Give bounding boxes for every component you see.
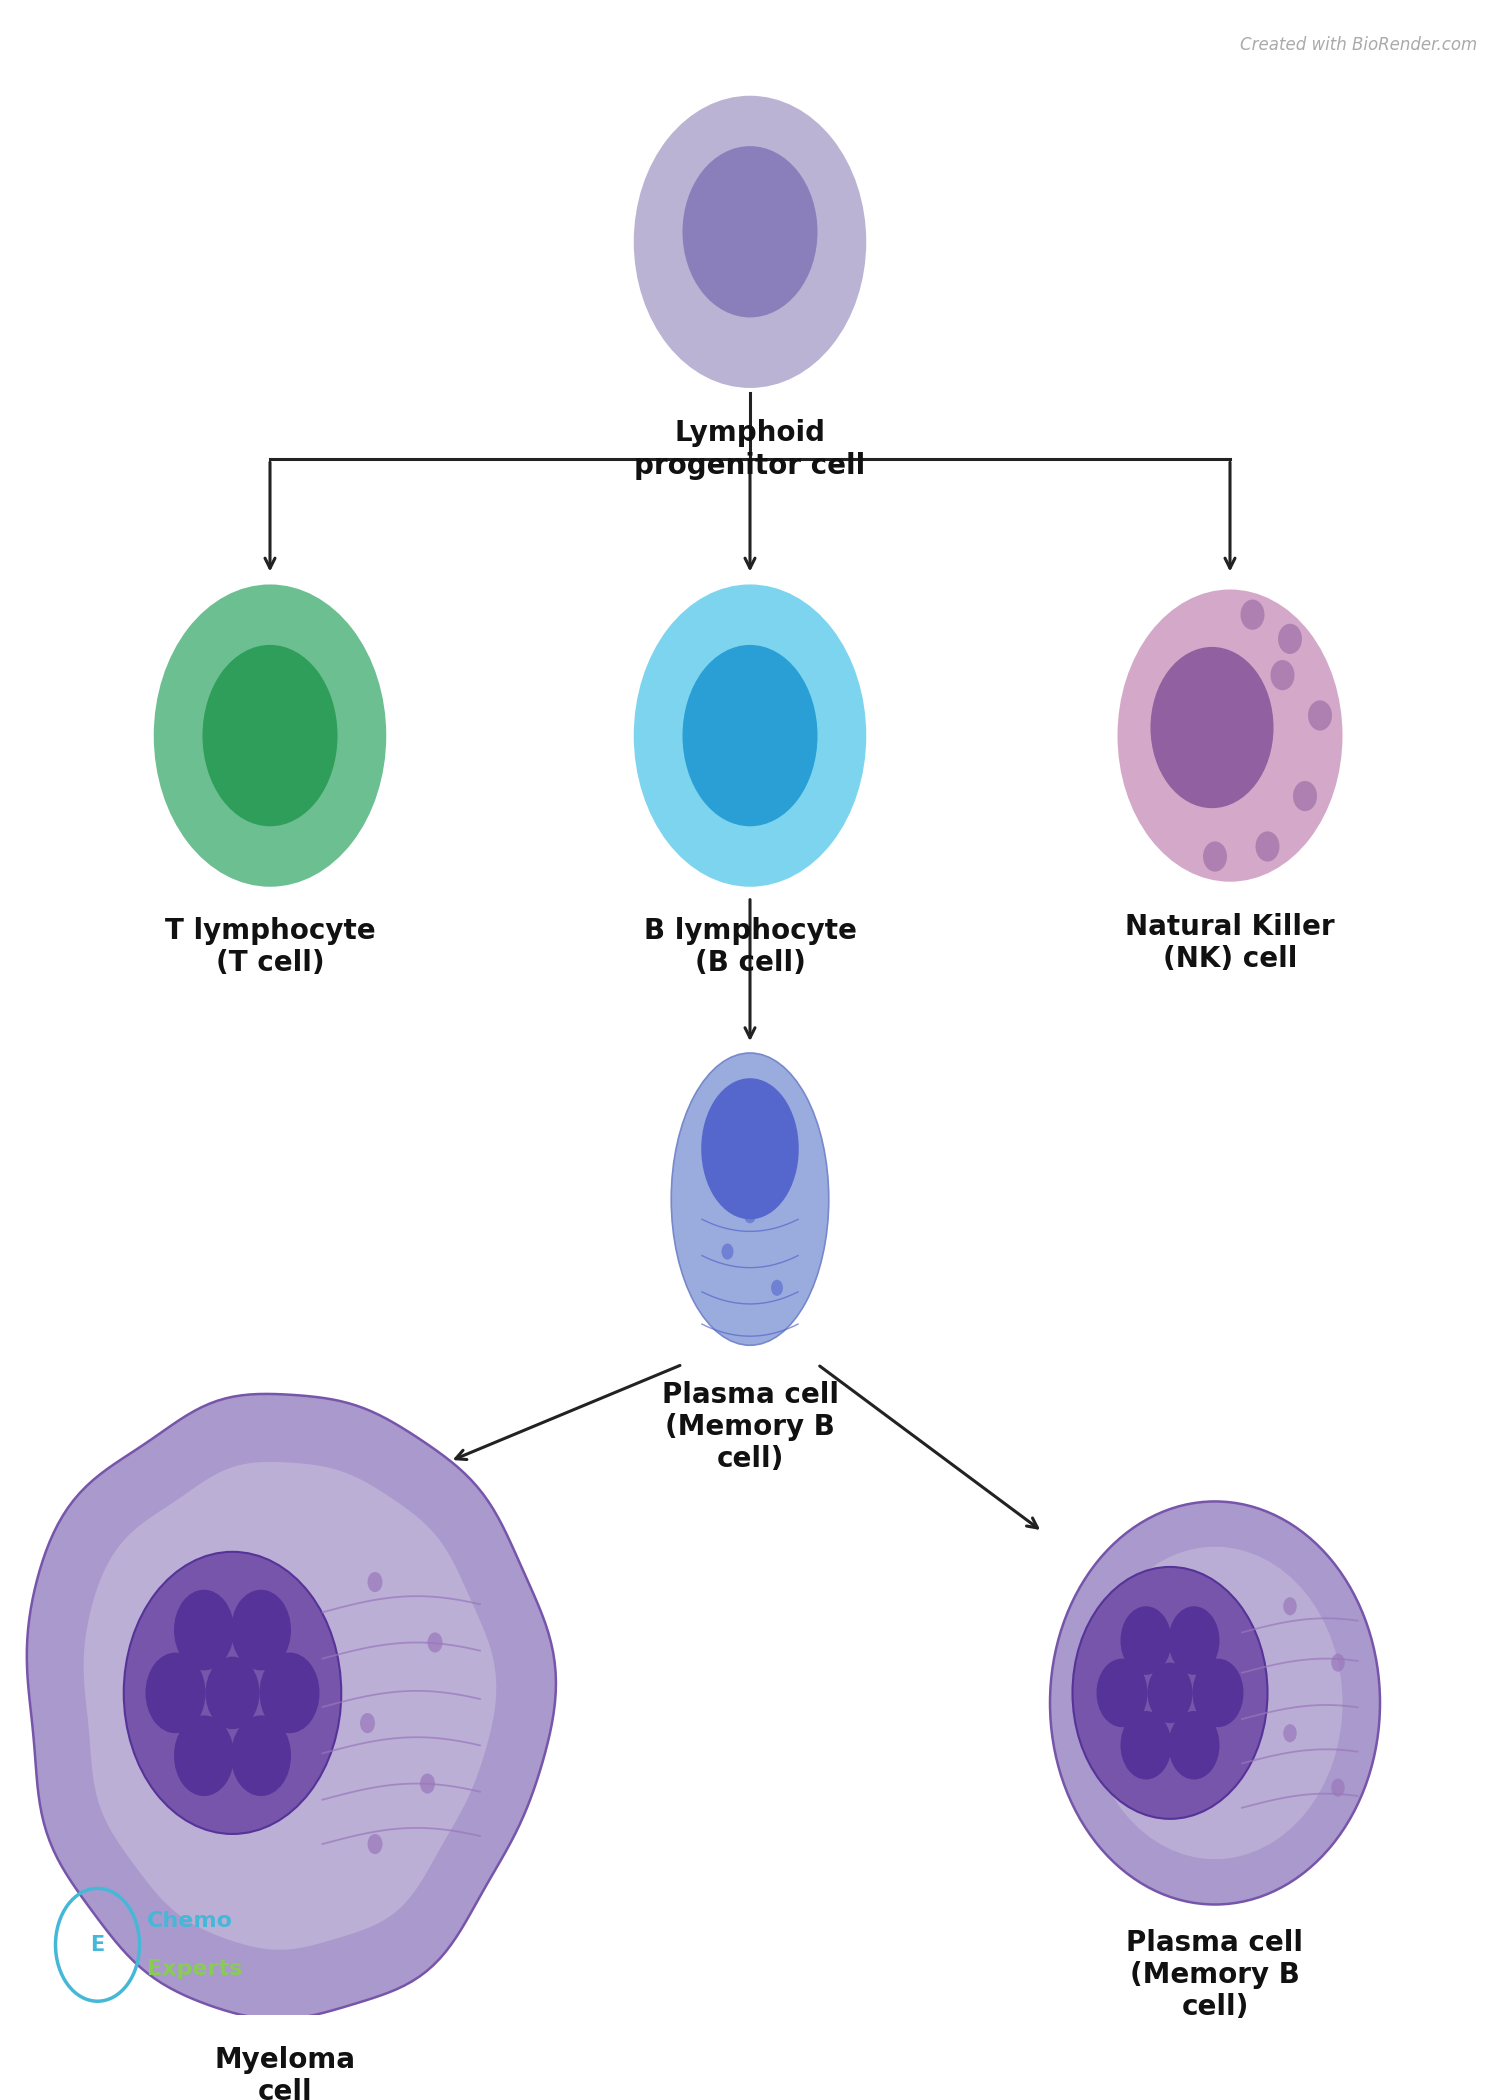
Text: Experts: Experts: [147, 1959, 243, 1978]
Text: T lymphocyte
(T cell): T lymphocyte (T cell): [165, 918, 375, 977]
Ellipse shape: [1088, 1548, 1342, 1858]
Ellipse shape: [1120, 1606, 1172, 1676]
Ellipse shape: [146, 1653, 206, 1732]
Text: Myeloma
cell: Myeloma cell: [214, 2045, 356, 2100]
Ellipse shape: [682, 645, 818, 825]
Circle shape: [368, 1833, 382, 1854]
Ellipse shape: [202, 645, 338, 825]
Ellipse shape: [174, 1590, 234, 1670]
Circle shape: [360, 1714, 375, 1732]
Text: Created with BioRender.com: Created with BioRender.com: [1240, 36, 1478, 55]
Ellipse shape: [1096, 1659, 1148, 1726]
Ellipse shape: [1072, 1567, 1268, 1819]
Text: Lymphoid
progenitor cell: Lymphoid progenitor cell: [634, 420, 866, 479]
Circle shape: [206, 1657, 260, 1728]
Circle shape: [1332, 1779, 1344, 1798]
Ellipse shape: [1256, 832, 1280, 861]
Ellipse shape: [700, 1077, 798, 1220]
Text: B lymphocyte
(B cell): B lymphocyte (B cell): [644, 918, 856, 977]
Ellipse shape: [1120, 1712, 1172, 1779]
Polygon shape: [84, 1462, 497, 1949]
Ellipse shape: [1308, 699, 1332, 731]
Circle shape: [771, 1279, 783, 1296]
Ellipse shape: [153, 584, 387, 886]
Ellipse shape: [231, 1716, 291, 1796]
Ellipse shape: [1150, 647, 1274, 808]
Circle shape: [427, 1632, 442, 1653]
Ellipse shape: [1168, 1712, 1219, 1779]
Circle shape: [722, 1243, 734, 1260]
Ellipse shape: [1270, 659, 1294, 691]
Ellipse shape: [1278, 624, 1302, 653]
Text: Chemo: Chemo: [147, 1911, 232, 1930]
Ellipse shape: [633, 584, 867, 886]
Text: E: E: [90, 1934, 105, 1955]
Ellipse shape: [633, 97, 867, 388]
Ellipse shape: [1240, 601, 1264, 630]
Ellipse shape: [1118, 590, 1342, 882]
Ellipse shape: [1203, 842, 1227, 871]
Text: Plasma cell
(Memory B
cell): Plasma cell (Memory B cell): [1126, 1928, 1304, 2022]
Text: Plasma cell
(Memory B
cell): Plasma cell (Memory B cell): [662, 1380, 839, 1474]
Ellipse shape: [231, 1590, 291, 1670]
Ellipse shape: [123, 1552, 340, 1833]
Circle shape: [420, 1774, 435, 1793]
Polygon shape: [27, 1394, 556, 2020]
Ellipse shape: [260, 1653, 320, 1732]
Ellipse shape: [672, 1052, 828, 1346]
Text: Natural Killer
(NK) cell: Natural Killer (NK) cell: [1125, 914, 1335, 974]
Circle shape: [744, 1208, 756, 1224]
Circle shape: [1332, 1653, 1344, 1672]
Ellipse shape: [1168, 1606, 1219, 1676]
Ellipse shape: [682, 147, 818, 317]
Circle shape: [1148, 1663, 1192, 1724]
Circle shape: [1284, 1724, 1298, 1743]
Ellipse shape: [1293, 781, 1317, 811]
Ellipse shape: [174, 1716, 234, 1796]
Circle shape: [1284, 1598, 1298, 1615]
Ellipse shape: [1050, 1502, 1380, 1905]
Circle shape: [368, 1573, 382, 1592]
Ellipse shape: [1192, 1659, 1243, 1726]
